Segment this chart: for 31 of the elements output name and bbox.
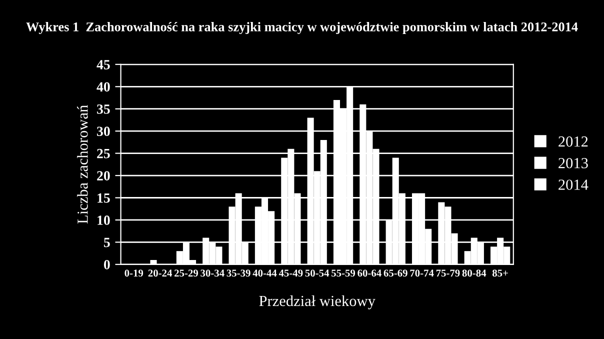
x-tick-label: 20-24: [148, 270, 172, 277]
y-tick-label: 5: [104, 238, 110, 248]
y-tick-label: 25: [97, 148, 110, 158]
y-tick-label: 30: [97, 126, 110, 136]
y-tick-label: 45: [96, 60, 110, 70]
x-tick-label: 55-59: [332, 270, 356, 277]
legend-label: 2013: [558, 158, 588, 168]
x-tick-label: 85+: [492, 270, 508, 277]
chart-title: Wykres 1 Zachorowalność na raka szyjki macicy w województwie pomorskim w latach 2012-2014: [26, 22, 578, 34]
x-tick-label: 60-64: [358, 270, 382, 277]
x-tick-label: 25-29: [174, 270, 198, 277]
y-tick-label: 0: [104, 260, 110, 270]
x-tick-label: 80-84: [462, 270, 486, 277]
y-tick-label: 15: [98, 193, 110, 203]
y-tick-label: 35: [97, 104, 110, 114]
x-tick-label: 65-69: [384, 270, 408, 277]
y-tick-label: 40: [96, 82, 110, 92]
x-tick-label: 75-79: [436, 270, 460, 277]
x-tick-label: 0-19: [124, 270, 144, 277]
legend-label: 2012: [558, 136, 588, 147]
x-tick-label: 70-74: [410, 270, 434, 277]
y-tick-label: 20: [97, 171, 110, 180]
y-tick-label: 10: [98, 216, 110, 225]
x-tick-label: 40-44: [252, 270, 277, 277]
x-tick-label: 30-34: [200, 270, 224, 277]
legend-label: 2014: [558, 180, 588, 190]
x-tick-label: 50-54: [305, 270, 330, 277]
x-tick-label: 45-49: [278, 270, 303, 277]
x-tick-label: 35-39: [226, 270, 250, 277]
y-axis-title: Liczba zachorowań: [77, 105, 88, 224]
x-axis-title: Przedział wiekowy: [259, 295, 376, 310]
